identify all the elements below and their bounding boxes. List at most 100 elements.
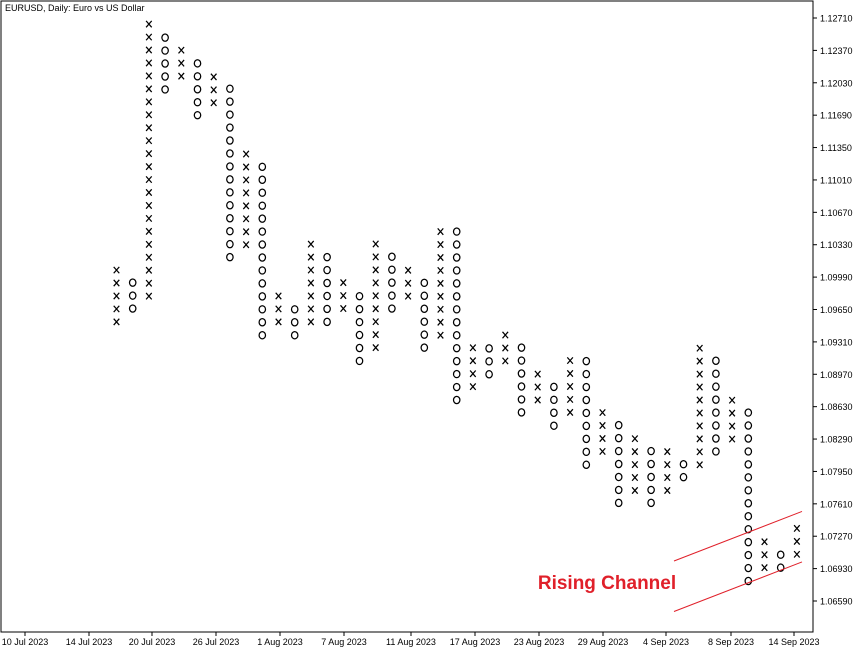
o-box (258, 318, 267, 327)
x-column (178, 46, 185, 80)
o-column (744, 408, 753, 586)
o-box (258, 214, 267, 223)
x-box (145, 46, 153, 54)
o-box (258, 240, 267, 249)
plot-area-frame (0, 0, 814, 633)
x-box (372, 266, 379, 274)
o-box (614, 485, 623, 495)
x-box (113, 279, 120, 287)
x-tick-label: 17 Aug 2023 (450, 637, 501, 647)
o-box (582, 369, 591, 379)
o-column (712, 356, 720, 456)
x-box (145, 292, 153, 300)
x-column (113, 266, 120, 326)
x-box (145, 279, 153, 287)
x-tick-label: 29 Aug 2023 (578, 637, 629, 647)
x-box (275, 318, 282, 326)
x-box (404, 279, 412, 287)
o-box (226, 162, 234, 171)
o-column (420, 278, 429, 352)
o-box (323, 317, 331, 327)
o-box (744, 524, 753, 534)
o-box (582, 382, 591, 392)
o-box (226, 84, 234, 93)
o-box (776, 563, 785, 572)
o-box (161, 72, 169, 81)
o-box (420, 278, 429, 288)
x-box (469, 357, 477, 365)
y-tick-label: 1.07610 (820, 499, 853, 509)
o-box (679, 472, 688, 482)
x-box (696, 422, 703, 430)
x-box (372, 343, 379, 352)
o-box (550, 408, 558, 417)
x-box (761, 538, 768, 546)
o-box (355, 356, 364, 366)
o-box (647, 446, 655, 456)
x-column (534, 370, 541, 404)
o-box (744, 447, 753, 456)
x-box (145, 72, 153, 80)
o-box (452, 227, 461, 236)
x-box (145, 214, 153, 223)
y-tick-label: 1.12030 (820, 78, 853, 88)
x-column (566, 356, 574, 416)
o-box (614, 446, 623, 456)
x-box (631, 486, 639, 495)
o-box (355, 317, 364, 327)
o-box (517, 395, 526, 404)
o-box (452, 369, 461, 379)
o-column (193, 59, 202, 120)
x-box (469, 383, 477, 391)
x-box (307, 266, 315, 274)
o-box (550, 395, 558, 405)
x-box (372, 253, 379, 261)
x-box (664, 473, 671, 482)
x-box (340, 291, 347, 300)
x-box (437, 266, 444, 275)
o-box (193, 59, 202, 68)
o-box (712, 369, 720, 378)
o-box (161, 33, 169, 42)
o-column (679, 459, 688, 482)
x-box (761, 564, 768, 572)
x-box (178, 59, 185, 67)
x-box (145, 150, 153, 158)
o-box (388, 265, 396, 274)
o-box (388, 252, 396, 261)
x-box (307, 318, 315, 326)
x-box (145, 201, 153, 210)
o-box (258, 188, 267, 197)
pnf-columns (113, 20, 801, 586)
o-box (420, 304, 429, 313)
o-column (323, 252, 331, 327)
o-box (647, 472, 655, 482)
o-column (647, 446, 655, 508)
x-column (728, 396, 736, 443)
x-box (437, 292, 444, 300)
o-box (582, 395, 591, 405)
o-box (712, 395, 720, 404)
x-box (275, 305, 282, 313)
x-box (599, 421, 606, 430)
o-box (258, 227, 267, 236)
o-box (582, 356, 591, 366)
o-column (258, 162, 267, 340)
x-box (664, 486, 671, 495)
x-column (210, 73, 217, 107)
y-axis: 1.12710 1.12370 1.12030 1.11690 1.11350 1.110… (813, 14, 853, 607)
x-column (599, 408, 606, 456)
o-box (290, 318, 299, 327)
x-tick-label: 11 Aug 2023 (386, 637, 436, 647)
x-box (372, 318, 379, 326)
x-column (469, 344, 477, 391)
x-box (372, 305, 379, 313)
o-box (258, 253, 267, 262)
o-box (744, 486, 753, 495)
o-box (614, 420, 623, 430)
o-box (226, 252, 234, 262)
o-box (258, 330, 267, 340)
o-box (744, 550, 753, 560)
x-box (113, 292, 120, 300)
